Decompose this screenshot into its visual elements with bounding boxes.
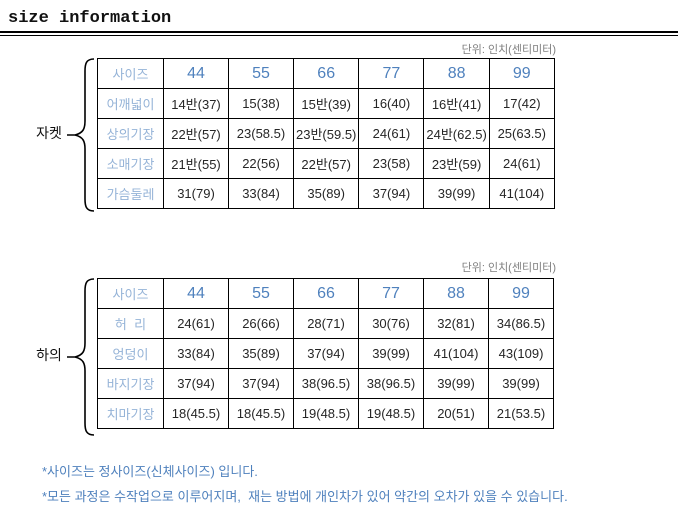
cell-value: 33(84) (163, 338, 229, 369)
unit-label-bottom: 단위: 인치(센티미터) (461, 262, 556, 274)
cell-value: 30(76) (358, 308, 424, 339)
table-row-chest: 가슴둘레 31(79) 33(84) 35(89) 37(94) 39(99) … (97, 178, 555, 209)
table-row-skirt-length: 치마기장 18(45.5) 18(45.5) 19(48.5) 19(48.5)… (97, 398, 554, 429)
cell-value: 38(96.5) (358, 368, 424, 399)
table-row-top-length: 상의기장 22반(57) 23(58.5) 23반(59.5) 24(61) 2… (97, 118, 555, 149)
cell-value: 43(109) (488, 338, 554, 369)
cell-value: 26(66) (228, 308, 294, 339)
cell-value: 21반(55) (163, 148, 229, 179)
cell-value: 35(89) (292, 178, 360, 209)
bottom-size-table: 사이즈 44 55 66 77 88 99 허 리 24(61) 26(66) … (97, 278, 554, 429)
table-row-shoulder: 어깨넓이 14반(37) 15(38) 15반(39) 16(40) 16반(4… (97, 88, 555, 119)
cell-value: 41(104) (488, 178, 555, 209)
header-cell-88: 88 (423, 278, 489, 309)
group-label-jacket: 자켓 (36, 125, 62, 141)
cell-value: 39(99) (488, 368, 554, 399)
cell-value: 41(104) (423, 338, 489, 369)
header-cell-99: 99 (488, 58, 555, 89)
row-label-pants-length: 바지기장 (97, 368, 164, 399)
cell-value: 14반(37) (163, 88, 229, 119)
cell-value: 25(63.5) (488, 118, 555, 149)
curly-brace-jacket (67, 58, 95, 212)
cell-value: 16반(41) (423, 88, 490, 119)
cell-value: 24반(62.5) (423, 118, 490, 149)
row-label-hip: 엉덩이 (97, 338, 164, 369)
page-title: size information (8, 9, 172, 28)
footnote-size-note: *사이즈는 정사이즈(신체사이즈) 입니다. (42, 464, 258, 479)
cell-value: 28(71) (293, 308, 359, 339)
cell-value: 39(99) (358, 338, 424, 369)
cell-value: 22(56) (228, 148, 294, 179)
header-cell-77: 77 (358, 58, 425, 89)
table-row-waist: 허 리 24(61) 26(66) 28(71) 30(76) 32(81) 3… (97, 308, 554, 339)
table-header-row: 사이즈 44 55 66 77 88 99 (97, 58, 555, 89)
cell-value: 23반(59.5) (292, 118, 360, 149)
cell-value: 15(38) (228, 88, 294, 119)
cell-value: 20(51) (423, 398, 489, 429)
cell-value: 32(81) (423, 308, 489, 339)
header-cell-88: 88 (423, 58, 490, 89)
cell-value: 21(53.5) (488, 398, 554, 429)
unit-label-jacket: 단위: 인치(센티미터) (461, 44, 556, 56)
cell-value: 22반(57) (292, 148, 360, 179)
cell-value: 16(40) (358, 88, 425, 119)
cell-value: 23(58.5) (228, 118, 294, 149)
cell-value: 37(94) (358, 178, 425, 209)
table-header-row: 사이즈 44 55 66 77 88 99 (97, 278, 554, 309)
row-label-chest: 가슴둘레 (97, 178, 164, 209)
header-cell-55: 55 (228, 278, 294, 309)
header-cell-66: 66 (293, 278, 359, 309)
header-cell-99: 99 (488, 278, 554, 309)
cell-value: 24(61) (488, 148, 555, 179)
header-cell-77: 77 (358, 278, 424, 309)
cell-value: 35(89) (228, 338, 294, 369)
row-label-top-length: 상의기장 (97, 118, 164, 149)
row-label-shoulder: 어깨넓이 (97, 88, 164, 119)
row-label-waist: 허 리 (97, 308, 164, 339)
cell-value: 18(45.5) (163, 398, 229, 429)
cell-value: 33(84) (228, 178, 294, 209)
table-row-pants-length: 바지기장 37(94) 37(94) 38(96.5) 38(96.5) 39(… (97, 368, 554, 399)
cell-value: 19(48.5) (358, 398, 424, 429)
header-cell-55: 55 (228, 58, 294, 89)
header-cell-size: 사이즈 (97, 278, 164, 309)
curly-brace-bottom (67, 278, 95, 436)
cell-value: 37(94) (293, 338, 359, 369)
cell-value: 38(96.5) (293, 368, 359, 399)
row-label-sleeve: 소매기장 (97, 148, 164, 179)
footnote-handmade-note: *모든 과정은 수작업으로 이루어지며, 재는 방법에 개인차가 있어 약간의 … (42, 489, 568, 504)
cell-value: 19(48.5) (293, 398, 359, 429)
title-underline-thick (0, 31, 678, 33)
header-cell-66: 66 (292, 58, 360, 89)
cell-value: 23(58) (358, 148, 425, 179)
header-cell-44: 44 (163, 278, 229, 309)
header-cell-44: 44 (163, 58, 229, 89)
table-row-sleeve: 소매기장 21반(55) 22(56) 22반(57) 23(58) 23반(5… (97, 148, 555, 179)
cell-value: 39(99) (423, 368, 489, 399)
row-label-skirt-length: 치마기장 (97, 398, 164, 429)
cell-value: 23반(59) (423, 148, 490, 179)
cell-value: 37(94) (163, 368, 229, 399)
cell-value: 37(94) (228, 368, 294, 399)
cell-value: 18(45.5) (228, 398, 294, 429)
table-row-hip: 엉덩이 33(84) 35(89) 37(94) 39(99) 41(104) … (97, 338, 554, 369)
header-cell-size: 사이즈 (97, 58, 164, 89)
jacket-size-table: 사이즈 44 55 66 77 88 99 어깨넓이 14반(37) 15(38… (97, 58, 555, 209)
cell-value: 24(61) (163, 308, 229, 339)
cell-value: 34(86.5) (488, 308, 554, 339)
title-underline-thin (0, 35, 678, 36)
cell-value: 24(61) (358, 118, 425, 149)
cell-value: 39(99) (423, 178, 490, 209)
cell-value: 22반(57) (163, 118, 229, 149)
cell-value: 15반(39) (292, 88, 360, 119)
cell-value: 17(42) (488, 88, 555, 119)
group-label-bottom: 하의 (36, 347, 62, 363)
cell-value: 31(79) (163, 178, 229, 209)
